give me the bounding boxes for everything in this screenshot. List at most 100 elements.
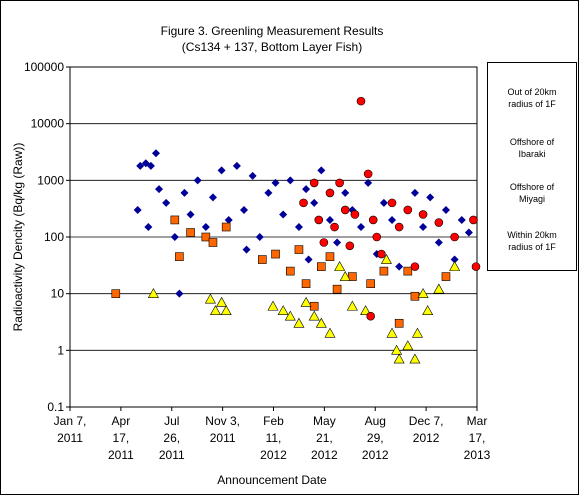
point: [300, 296, 312, 307]
point: [386, 327, 398, 338]
point: [410, 188, 419, 197]
point: [341, 188, 350, 197]
point: [144, 223, 153, 232]
point: [147, 288, 159, 298]
point: [193, 176, 202, 185]
point: [379, 198, 388, 207]
point: [393, 353, 405, 364]
point: [325, 188, 335, 198]
point: [277, 305, 289, 316]
x-tick-label: Jan 7, 2011: [54, 414, 87, 445]
point: [325, 215, 334, 224]
point: [441, 205, 450, 214]
legend-box: [487, 62, 577, 271]
point: [284, 310, 296, 321]
point: [324, 327, 336, 338]
point: [345, 241, 355, 251]
x-tick-label: Apr 17, 2011: [108, 414, 134, 462]
x-tick-label: Aug 29, 2012: [362, 414, 389, 462]
point: [433, 283, 445, 294]
point: [333, 238, 342, 247]
point: [434, 238, 443, 247]
point: [325, 252, 335, 261]
point: [364, 178, 373, 187]
point: [309, 301, 319, 311]
point: [410, 291, 420, 301]
point: [201, 223, 210, 232]
point: [368, 215, 378, 225]
point: [271, 178, 280, 187]
x-tick-label: May 21, 2012: [311, 414, 338, 462]
point: [334, 261, 346, 271]
point: [464, 228, 473, 237]
point: [418, 210, 428, 219]
chart-subtitle: (Cs134 + 137, Bottom Layer Fish): [182, 40, 362, 54]
point: [395, 262, 404, 271]
legend-label: Out of 20km radius of 1F: [507, 87, 556, 109]
point: [224, 215, 233, 224]
point: [356, 96, 366, 106]
point: [216, 296, 228, 307]
point: [319, 238, 329, 247]
point: [175, 252, 184, 261]
point: [403, 266, 413, 276]
y-axis-label: Radioactivity Dencity (Bq/kg (Raw)): [11, 143, 25, 332]
point: [366, 279, 375, 288]
point: [422, 305, 434, 316]
point: [302, 185, 311, 194]
point: [471, 262, 481, 271]
point: [394, 318, 404, 328]
point: [394, 222, 404, 232]
point: [315, 317, 327, 328]
point: [264, 188, 273, 197]
point: [377, 249, 386, 259]
point: [411, 327, 423, 338]
point: [285, 266, 295, 276]
point: [314, 215, 324, 225]
legend-label: Offshore of Miyagi: [510, 182, 555, 204]
point: [271, 249, 280, 259]
point: [339, 270, 351, 281]
point: [391, 344, 403, 355]
point: [350, 210, 360, 219]
point: [387, 198, 397, 208]
point: [133, 205, 142, 214]
point: [279, 210, 288, 219]
point: [220, 305, 232, 316]
point: [441, 272, 451, 281]
plot-border: [69, 66, 478, 408]
y-tick-label: 1000: [37, 173, 64, 187]
point: [417, 288, 429, 298]
point: [209, 305, 222, 316]
point: [360, 305, 372, 316]
point: [380, 253, 392, 264]
point: [258, 255, 267, 264]
point: [402, 340, 414, 351]
legend-label: Within 20km radius of 1F: [507, 230, 557, 252]
point: [186, 210, 195, 219]
point: [388, 215, 397, 224]
y-tick-label: 10000: [31, 117, 65, 131]
point: [299, 198, 308, 208]
point: [170, 215, 180, 225]
point: [208, 238, 218, 247]
point: [449, 261, 461, 271]
point: [175, 289, 184, 298]
point: [170, 233, 179, 241]
point: [267, 300, 279, 311]
point: [457, 215, 466, 224]
point: [450, 255, 459, 264]
point: [366, 311, 375, 321]
x-axis-label: Announcement Date: [217, 473, 327, 487]
point: [294, 245, 304, 254]
point: [317, 262, 326, 271]
y-tick-label: 100: [44, 230, 64, 244]
point: [410, 262, 420, 271]
point: [111, 289, 121, 298]
x-tick-label: Feb 11, 2012: [260, 414, 287, 462]
point: [180, 188, 189, 197]
point: [434, 218, 444, 227]
point: [242, 245, 251, 254]
y-tick-label: 10: [51, 287, 65, 301]
